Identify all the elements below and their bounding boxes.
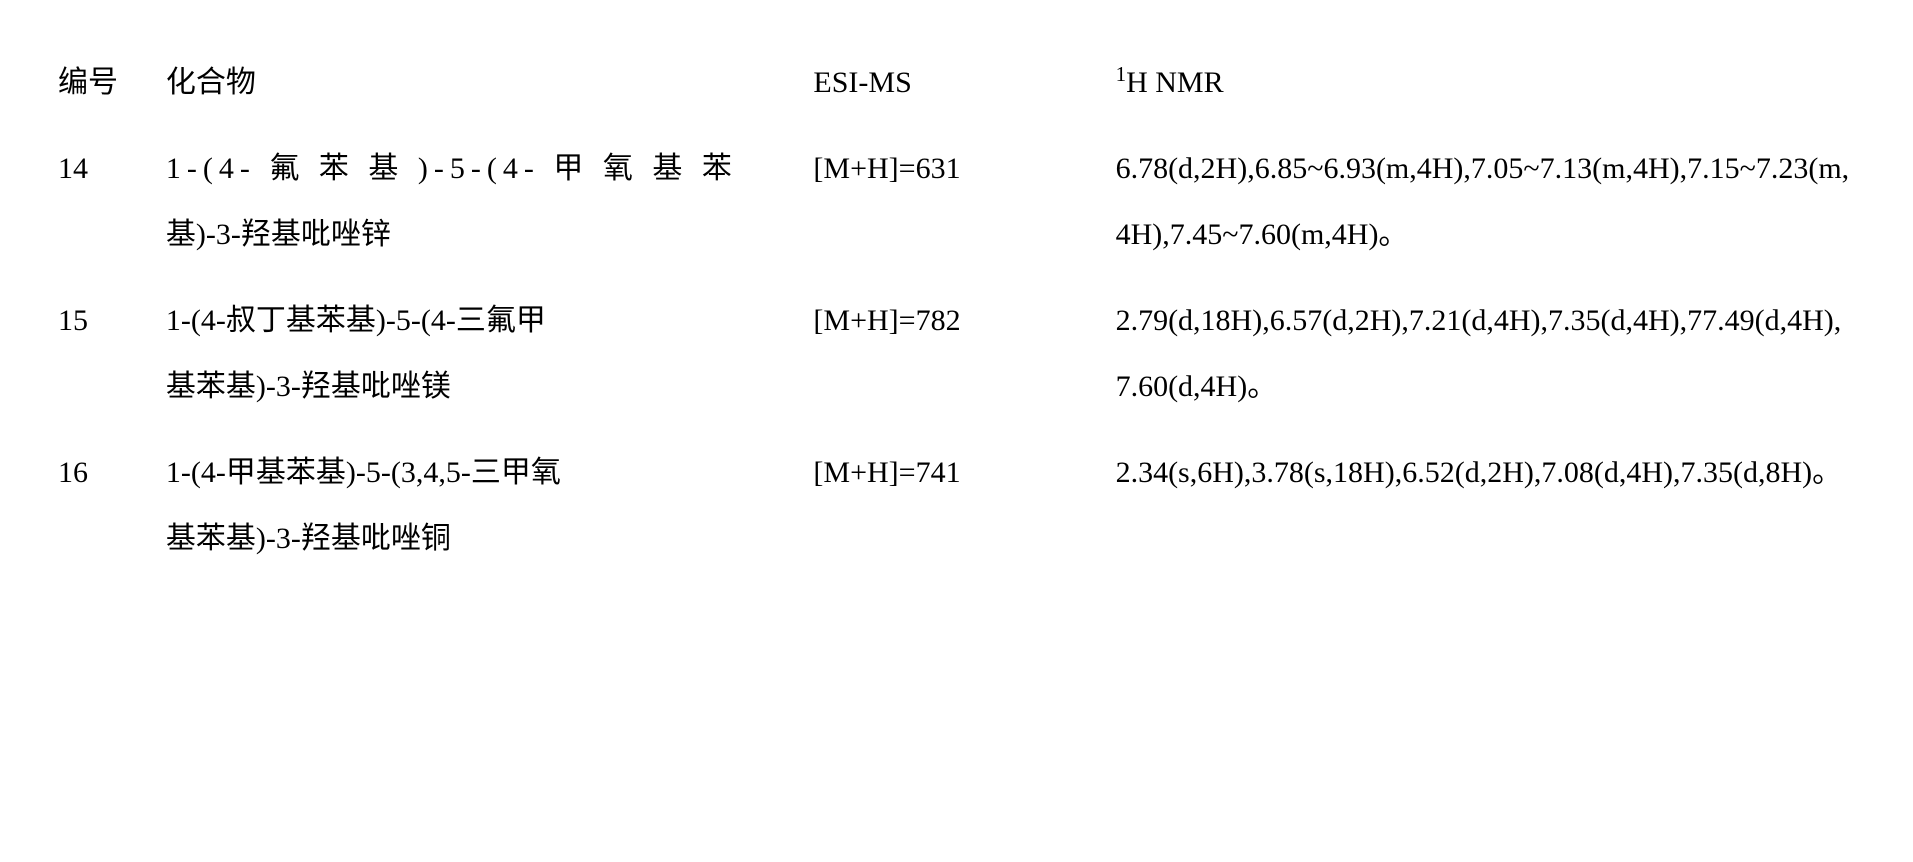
compound-line1: 1-(4- 氟 苯 基 )-5-(4- 甲 氧 基 苯: [166, 152, 738, 185]
header-nmr: 1H NMR: [1108, 40, 1863, 126]
table-row: 15 1-(4-叔丁基苯基)-5-(4-三氟甲 基苯基)-3-羟基吡唑镁 [M+…: [50, 278, 1863, 430]
compound-line2: 基苯基)-3-羟基吡唑镁: [166, 370, 451, 403]
cell-nmr: 6.78(d,2H),6.85~6.93(m,4H),7.05~7.13(m,4…: [1108, 126, 1863, 278]
cell-num: 16: [50, 430, 158, 582]
nmr-label: H NMR: [1126, 66, 1224, 99]
table-row: 16 1-(4-甲基苯基)-5-(3,4,5-三甲氧 基苯基)-3-羟基吡唑铜 …: [50, 430, 1863, 582]
cell-esims: [M+H]=782: [805, 278, 1107, 430]
cell-esims: [M+H]=631: [805, 126, 1107, 278]
cell-compound: 1-(4-甲基苯基)-5-(3,4,5-三甲氧 基苯基)-3-羟基吡唑铜: [158, 430, 806, 582]
compound-line1: 1-(4-叔丁基苯基)-5-(4-三氟甲: [166, 304, 546, 337]
header-num: 编号: [50, 40, 158, 126]
cell-compound: 1-(4-叔丁基苯基)-5-(4-三氟甲 基苯基)-3-羟基吡唑镁: [158, 278, 806, 430]
table-row: 14 1-(4- 氟 苯 基 )-5-(4- 甲 氧 基 苯 基)-3-羟基吡唑…: [50, 126, 1863, 278]
cell-num: 14: [50, 126, 158, 278]
cell-compound: 1-(4- 氟 苯 基 )-5-(4- 甲 氧 基 苯 基)-3-羟基吡唑锌: [158, 126, 806, 278]
compound-data-table: 编号 化合物 ESI-MS 1H NMR 14 1-(4- 氟 苯 基 )-5-…: [50, 40, 1863, 582]
compound-line2: 基苯基)-3-羟基吡唑铜: [166, 522, 451, 555]
header-esims: ESI-MS: [805, 40, 1107, 126]
table-header-row: 编号 化合物 ESI-MS 1H NMR: [50, 40, 1863, 126]
cell-nmr: 2.79(d,18H),6.57(d,2H),7.21(d,4H),7.35(d…: [1108, 278, 1863, 430]
nmr-superscript: 1: [1116, 62, 1127, 86]
cell-esims: [M+H]=741: [805, 430, 1107, 582]
cell-nmr: 2.34(s,6H),3.78(s,18H),6.52(d,2H),7.08(d…: [1108, 430, 1863, 582]
compound-line1: 1-(4-甲基苯基)-5-(3,4,5-三甲氧: [166, 456, 561, 489]
cell-num: 15: [50, 278, 158, 430]
header-compound: 化合物: [158, 40, 806, 126]
compound-line2: 基)-3-羟基吡唑锌: [166, 218, 391, 251]
